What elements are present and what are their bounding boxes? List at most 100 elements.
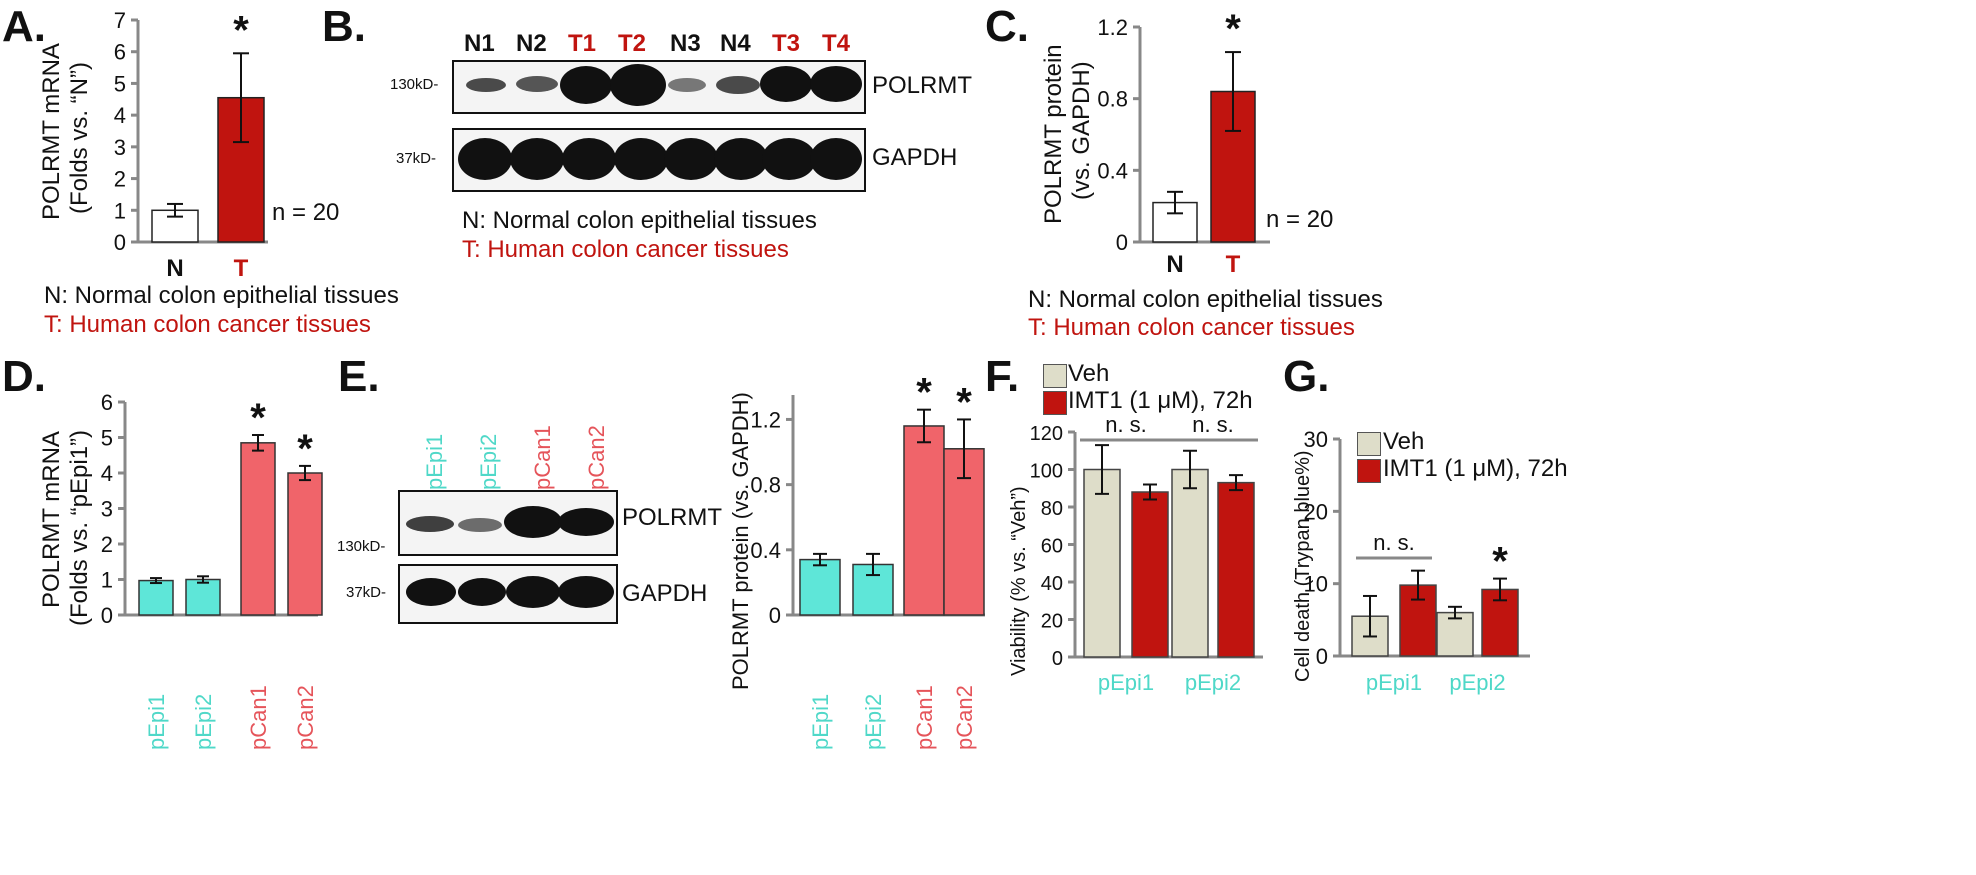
panel-e-marker-130: 130kD- (337, 538, 386, 555)
y-tick-label: 0 (101, 603, 113, 628)
panel-b-marker-130: 130kD- (390, 76, 439, 93)
panel-g-legend-veh-swatch (1357, 432, 1381, 456)
y-tick-label: 5 (101, 426, 113, 451)
y-tick-label: 0 (1116, 230, 1128, 255)
panel-b-lane-labels: N1 N2 T1 T2 N3 N4 T3 T4 (452, 30, 872, 62)
panel-letter-e: E. (338, 352, 380, 401)
x-tick-label: pCan2 (952, 685, 977, 750)
significance-star: * (916, 371, 932, 415)
panel-a-n-label: n = 20 (272, 199, 340, 226)
panel-f-chart: 0 20 40 60 80 100 120 pEpi1 n. s. pEpi2 n. s. (1030, 412, 1263, 695)
y-tick-label: 0.4 (750, 538, 781, 563)
panel-letter-g: G. (1283, 352, 1330, 401)
panel-letter-d: D. (2, 352, 46, 401)
panel-f-legend-imt-swatch (1043, 391, 1067, 415)
y-tick-label: 10 (1304, 572, 1328, 597)
significance-star: * (250, 396, 266, 440)
panel-f-legend-imt: IMT1 (1 μM), 72h (1068, 387, 1253, 414)
y-tick-label: 1.2 (1097, 15, 1128, 40)
bar (240, 442, 276, 616)
panel-b-polrmt-blot (452, 60, 866, 114)
panel-e-gapdh-blot (398, 564, 618, 624)
x-tick-label: pCan1 (912, 685, 937, 750)
bar (1436, 611, 1474, 657)
panel-b-polrmt-label: POLRMT (872, 72, 973, 99)
x-tick-label: T (234, 255, 249, 282)
bar (1217, 481, 1255, 658)
y-tick-label: 30 (1304, 427, 1328, 452)
x-tick-label: N (1166, 251, 1183, 278)
bar (138, 579, 174, 616)
y-tick-label: 1.2 (750, 407, 781, 432)
y-tick-label: 0.8 (1097, 87, 1128, 112)
x-tick-label: pEpi2 (1185, 670, 1241, 695)
panel-b-legend-t: T: Human colon cancer tissues (462, 236, 789, 263)
panel-e-gapdh-label: GAPDH (622, 580, 708, 607)
significance-star: * (233, 8, 249, 52)
bar (799, 558, 841, 616)
lane-label: T1 (568, 30, 597, 57)
y-tick-label: 20 (1041, 611, 1063, 633)
lane-label: T2 (618, 30, 647, 57)
lane-label: N2 (516, 30, 547, 57)
bar (1083, 468, 1121, 658)
lane-label: N3 (670, 30, 701, 57)
ns-label: n. s. (1373, 530, 1415, 555)
panel-b-gapdh-blot (452, 128, 866, 192)
panel-g-legend-veh: Veh (1383, 428, 1425, 455)
panel-a-chart: 0 1 2 3 4 5 6 7 N T * (114, 8, 268, 282)
panel-e-chart: 0 0.4 0.8 1.2 pEpi1 pEpi2 pCan1 pCan2 * * (750, 371, 985, 750)
y-tick-label: 120 (1030, 423, 1063, 445)
panel-a-legend-t: T: Human colon cancer tissues (44, 311, 371, 338)
significance-star: * (956, 380, 972, 424)
panel-f-legend-veh-swatch (1043, 364, 1067, 388)
significance-star: * (297, 427, 313, 471)
x-tick-label: pEpi2 (1449, 670, 1505, 695)
lane-label: N4 (720, 30, 751, 57)
x-tick-label: pEpi2 (861, 694, 886, 750)
panel-c-n-label: n = 20 (1266, 206, 1334, 233)
y-tick-label: 40 (1041, 573, 1063, 595)
y-tick-label: 60 (1041, 536, 1063, 558)
x-tick-label: T (1226, 251, 1241, 278)
y-tick-label: 20 (1304, 499, 1328, 524)
y-tick-label: 0 (769, 603, 781, 628)
y-tick-label: 80 (1041, 498, 1063, 520)
panel-e-marker-37: 37kD- (346, 584, 387, 601)
y-tick-label: 1 (101, 568, 113, 593)
panel-e-polrmt-label: POLRMT (622, 504, 723, 531)
y-tick-label: 6 (114, 40, 126, 65)
lane-label: T3 (772, 30, 801, 57)
bar (185, 578, 221, 616)
y-tick-label: 2 (101, 532, 113, 557)
lane-label: T4 (822, 30, 851, 57)
y-tick-label: 100 (1030, 461, 1063, 483)
lane-label: N1 (464, 30, 495, 57)
y-tick-label: 5 (114, 71, 126, 96)
significance-star: * (1225, 7, 1241, 51)
panel-f-legend-veh: Veh (1068, 360, 1110, 387)
panel-g-legend-imt-swatch (1357, 459, 1381, 483)
y-tick-label: 0.8 (750, 473, 781, 498)
x-tick-label: pEpi1 (808, 694, 833, 750)
y-tick-label: 7 (114, 8, 126, 33)
y-tick-label: 4 (114, 103, 126, 128)
x-tick-label: pCan1 (246, 685, 271, 750)
y-tick-label: 0 (1052, 648, 1063, 670)
panel-c-chart: 0 0.4 0.8 1.2 N T * (1097, 7, 1270, 278)
panel-letter-f: F. (985, 352, 1020, 401)
y-tick-label: 3 (101, 497, 113, 522)
ns-label: n. s. (1105, 412, 1147, 437)
panel-letter-c: C. (985, 2, 1029, 51)
panel-e-polrmt-blot (398, 490, 618, 556)
panel-b-marker-37: 37kD- (396, 150, 437, 167)
y-tick-label: 0 (114, 230, 126, 255)
x-tick-label: pEpi1 (1098, 670, 1154, 695)
y-tick-label: 2 (114, 167, 126, 192)
panel-a-legend-n: N: Normal colon epithelial tissues (44, 282, 399, 309)
panel-letter-b: B. (322, 2, 366, 51)
bar (1171, 468, 1209, 658)
panel-c-legend-n: N: Normal colon epithelial tissues (1028, 286, 1383, 313)
y-tick-label: 4 (101, 461, 113, 486)
x-tick-label: pCan2 (293, 685, 318, 750)
